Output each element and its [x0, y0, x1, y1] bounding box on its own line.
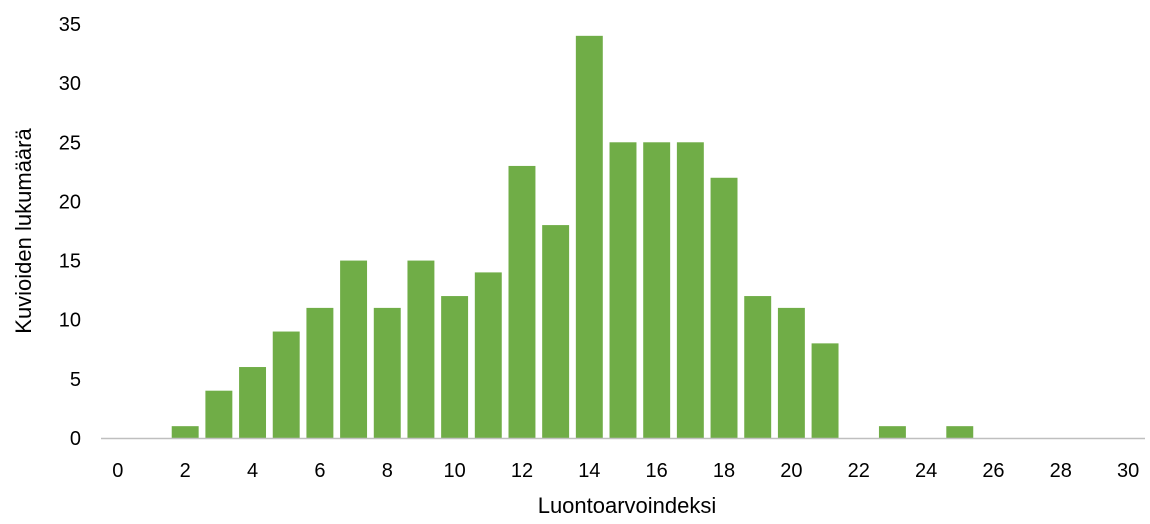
- bar-x-25: [946, 426, 974, 438]
- y-tick-label: 5: [70, 369, 81, 391]
- x-tick-label: 28: [1050, 460, 1072, 482]
- bar-x-11: [474, 272, 502, 438]
- x-tick-label: 4: [247, 460, 258, 482]
- x-tick-label: 26: [982, 460, 1004, 482]
- bar-x-9: [407, 260, 435, 438]
- x-axis-title: Luontoarvoindeksi: [538, 493, 717, 518]
- bar-x-10: [441, 296, 469, 438]
- x-tick-label: 6: [314, 460, 325, 482]
- x-tick-label: 18: [713, 460, 735, 482]
- x-tick-label: 10: [443, 460, 465, 482]
- x-tick-label: 22: [848, 460, 870, 482]
- bar-x-19: [744, 296, 772, 438]
- bar-x-21: [811, 343, 839, 438]
- bar-x-6: [306, 307, 334, 438]
- bar-x-23: [878, 426, 906, 438]
- x-tick-label: 14: [578, 460, 600, 482]
- bar-x-16: [643, 142, 671, 439]
- bar-x-20: [777, 307, 805, 438]
- bar-x-8: [373, 307, 401, 438]
- bar-x-14: [575, 35, 603, 438]
- bar-x-4: [239, 367, 267, 438]
- y-tick-labels: 0 5 10 15 20 25 30 35: [59, 14, 81, 450]
- bar-x-7: [340, 260, 368, 438]
- y-axis-title: Kuvioiden lukumäärä: [11, 128, 36, 334]
- x-tick-labels: 0 2 4 6 8 10 12 14 16 18 20 22 24 26 28 30: [112, 460, 1139, 482]
- x-tick-label: 8: [382, 460, 393, 482]
- x-tick-label: 24: [915, 460, 937, 482]
- bar-x-13: [542, 225, 570, 438]
- y-tick-label: 0: [70, 428, 81, 450]
- bar-x-2: [171, 426, 199, 438]
- bar-x-3: [205, 390, 233, 438]
- x-tick-label: 20: [780, 460, 802, 482]
- bar-x-12: [508, 165, 536, 438]
- bars-group: [171, 35, 974, 439]
- x-tick-label: 16: [646, 460, 668, 482]
- y-tick-label: 25: [59, 132, 81, 154]
- y-tick-label: 30: [59, 73, 81, 95]
- y-tick-label: 20: [59, 191, 81, 213]
- y-tick-label: 15: [59, 251, 81, 273]
- bar-x-15: [609, 142, 637, 439]
- y-tick-label: 35: [59, 14, 81, 36]
- bar-x-5: [272, 331, 300, 438]
- x-tick-label: 12: [511, 460, 533, 482]
- x-tick-label: 2: [180, 460, 191, 482]
- bar-x-17: [676, 142, 704, 439]
- x-tick-label: 0: [112, 460, 123, 482]
- y-tick-label: 10: [59, 310, 81, 332]
- x-tick-label: 30: [1117, 460, 1139, 482]
- bar-x-18: [710, 177, 738, 438]
